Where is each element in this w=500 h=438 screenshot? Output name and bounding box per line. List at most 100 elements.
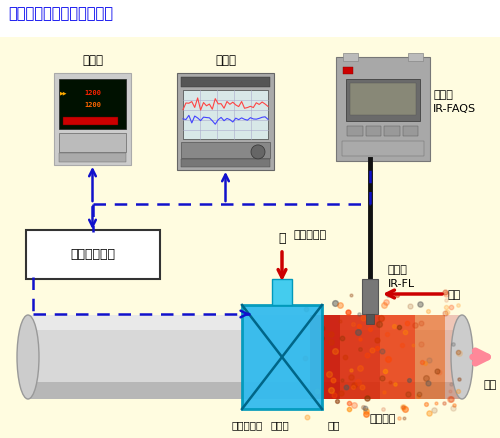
Point — [424, 379, 432, 386]
Point — [412, 322, 420, 329]
Point — [392, 380, 400, 387]
Bar — [408, 54, 423, 62]
Bar — [63, 118, 118, 126]
Point — [415, 391, 423, 398]
Text: ▶▶: ▶▶ — [60, 90, 68, 95]
Point — [316, 325, 324, 332]
Point — [356, 311, 364, 318]
Point — [394, 414, 402, 421]
Text: 高周波発振器: 高周波発振器 — [70, 248, 115, 261]
Point — [446, 388, 454, 395]
Point — [454, 376, 462, 383]
Text: 散水: 散水 — [327, 419, 340, 429]
Point — [399, 403, 407, 410]
Point — [386, 379, 394, 386]
Point — [422, 375, 430, 382]
Text: 1200: 1200 — [84, 90, 101, 96]
Ellipse shape — [17, 315, 39, 399]
Text: エア: エア — [448, 290, 461, 299]
Text: 本体部
IR-FAQS: 本体部 IR-FAQS — [433, 90, 476, 114]
Point — [313, 387, 321, 394]
Point — [441, 289, 449, 296]
Point — [366, 326, 374, 333]
Point — [424, 357, 432, 364]
Point — [400, 415, 408, 422]
Bar — [362, 279, 378, 314]
Point — [390, 322, 398, 329]
Bar — [59, 154, 126, 163]
Point — [349, 384, 357, 391]
Bar — [347, 127, 362, 137]
Bar — [346, 80, 420, 122]
Point — [382, 299, 390, 306]
Point — [358, 383, 366, 390]
Point — [442, 291, 450, 298]
Bar — [181, 159, 270, 168]
Point — [378, 348, 386, 355]
Point — [348, 321, 356, 328]
Point — [344, 309, 351, 316]
Bar — [343, 54, 358, 62]
Point — [362, 410, 370, 417]
Point — [318, 334, 326, 341]
Point — [398, 341, 406, 348]
Point — [401, 406, 409, 413]
Point — [434, 369, 442, 376]
Point — [356, 346, 364, 353]
Text: 誘導コイル: 誘導コイル — [232, 419, 262, 429]
Point — [449, 341, 457, 348]
Text: 集光部
IR-FL: 集光部 IR-FL — [388, 265, 415, 288]
Bar — [28, 315, 462, 330]
Point — [446, 396, 454, 403]
Point — [448, 396, 456, 403]
Text: 1200: 1200 — [84, 102, 101, 108]
Ellipse shape — [251, 145, 265, 159]
Point — [362, 408, 370, 415]
Point — [379, 406, 387, 413]
Point — [454, 388, 462, 395]
Point — [325, 371, 333, 378]
FancyBboxPatch shape — [26, 230, 160, 279]
Bar — [380, 315, 415, 399]
Point — [417, 341, 425, 348]
Point — [393, 292, 401, 299]
Text: フューム: フューム — [370, 413, 396, 423]
Point — [409, 342, 417, 349]
Point — [454, 349, 462, 356]
Point — [332, 348, 340, 355]
Point — [442, 304, 450, 311]
Point — [348, 292, 356, 299]
Bar — [181, 143, 270, 158]
Point — [354, 378, 362, 385]
Text: 【高周波焼入れ温度測定】: 【高周波焼入れ温度測定】 — [8, 6, 113, 21]
Ellipse shape — [451, 315, 473, 399]
Point — [358, 315, 366, 322]
Bar — [310, 315, 340, 399]
Point — [380, 302, 388, 309]
Text: 鋼片: 鋼片 — [484, 379, 496, 389]
Bar — [343, 68, 353, 75]
Bar — [415, 315, 445, 399]
Text: 水: 水 — [278, 231, 286, 244]
Point — [384, 356, 392, 363]
Point — [348, 367, 356, 374]
Point — [404, 391, 412, 398]
Point — [421, 360, 429, 367]
Point — [406, 303, 414, 310]
Point — [356, 335, 364, 342]
Bar — [384, 127, 400, 137]
Point — [338, 390, 345, 397]
Point — [434, 368, 442, 375]
Point — [378, 374, 386, 381]
Point — [449, 405, 457, 412]
Point — [384, 292, 392, 299]
Point — [442, 308, 450, 315]
Point — [356, 365, 364, 372]
Bar — [181, 78, 270, 88]
Point — [424, 308, 432, 315]
Point — [344, 400, 352, 407]
Point — [401, 329, 409, 336]
Point — [442, 297, 450, 304]
Text: 記録計: 記録計 — [215, 54, 236, 67]
Point — [332, 398, 340, 405]
